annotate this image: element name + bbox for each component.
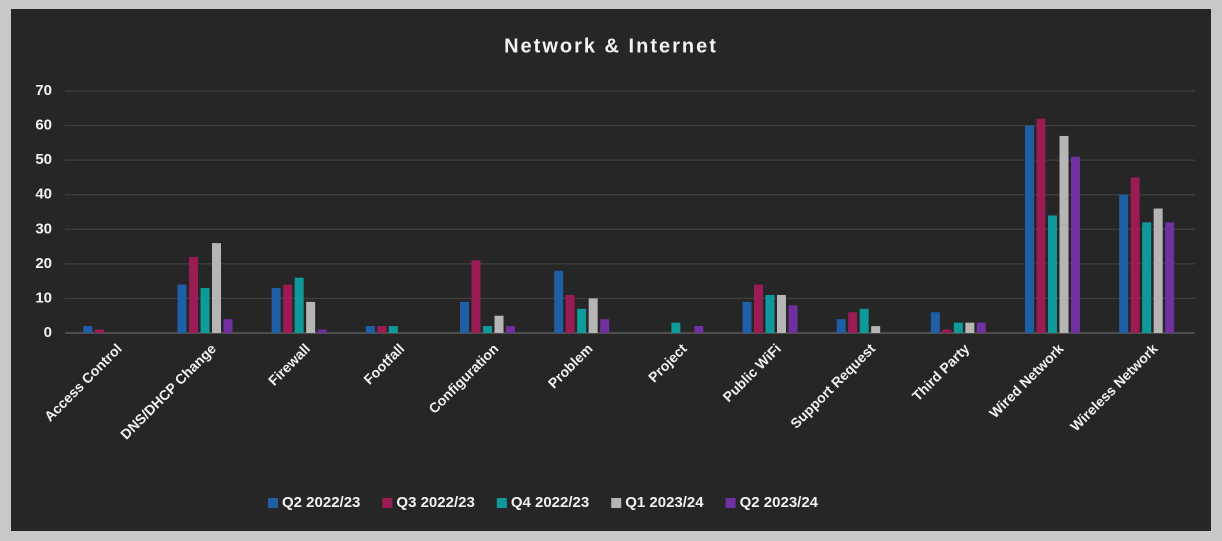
bar — [1142, 222, 1152, 333]
bar — [871, 326, 881, 333]
bar — [836, 319, 846, 333]
bar — [506, 326, 515, 333]
bar — [1071, 156, 1080, 333]
legend-label: Q4 2022/23 — [511, 494, 589, 511]
bar — [1153, 208, 1163, 333]
bar — [471, 260, 481, 333]
bar — [271, 288, 281, 333]
bar — [1025, 125, 1034, 333]
bar — [200, 288, 210, 333]
bar — [600, 319, 610, 333]
bar — [1130, 177, 1140, 333]
bar — [859, 308, 869, 333]
bar — [317, 329, 327, 333]
bar — [1165, 222, 1175, 333]
y-tick-label: 50 — [35, 151, 52, 168]
bar — [94, 329, 104, 333]
bar — [1048, 215, 1057, 333]
bar — [365, 326, 375, 333]
bar — [554, 270, 564, 333]
bar — [1059, 135, 1069, 333]
legend-swatch — [268, 498, 278, 508]
bar — [942, 329, 952, 333]
bar — [223, 319, 233, 333]
legend-swatch — [725, 498, 736, 508]
bar — [177, 284, 187, 333]
legend-label: Q2 2023/24 — [740, 494, 819, 511]
bar — [83, 326, 93, 333]
bar — [671, 322, 681, 333]
bar — [754, 284, 763, 333]
bar — [965, 322, 975, 333]
bar — [788, 305, 798, 333]
legend-label: Q1 2023/24 — [625, 494, 704, 511]
bar — [848, 312, 858, 333]
bar — [694, 326, 704, 333]
bar — [306, 301, 316, 333]
legend-swatch — [496, 498, 507, 508]
bar — [483, 326, 492, 333]
bar — [953, 322, 963, 333]
bar — [283, 284, 293, 333]
bar — [294, 277, 304, 333]
bar — [494, 315, 504, 333]
legend-swatch — [611, 498, 622, 508]
bar — [565, 294, 575, 333]
chart-title: Network & Internet — [504, 35, 718, 57]
bar — [388, 326, 398, 333]
bar — [189, 256, 198, 333]
y-tick-label: 10 — [35, 289, 52, 306]
bar — [742, 301, 752, 333]
bar — [976, 322, 986, 333]
y-tick-label: 70 — [35, 82, 52, 99]
bar — [377, 326, 387, 333]
y-tick-label: 40 — [35, 186, 52, 203]
bar — [930, 312, 940, 333]
bar — [577, 308, 587, 333]
y-tick-label: 30 — [35, 220, 52, 237]
y-tick-label: 0 — [44, 324, 52, 341]
bar — [765, 294, 775, 333]
bar — [1119, 194, 1129, 333]
legend-label: Q3 2022/23 — [396, 494, 474, 511]
bar — [1036, 118, 1046, 334]
chart-background — [11, 9, 1211, 531]
y-tick-label: 60 — [35, 117, 52, 134]
y-tick-label: 20 — [35, 255, 52, 272]
bar — [588, 298, 598, 333]
legend-label: Q2 2022/23 — [282, 494, 360, 511]
bar — [777, 294, 786, 333]
bar — [212, 243, 221, 333]
bar — [460, 301, 469, 333]
legend-swatch — [382, 498, 393, 508]
